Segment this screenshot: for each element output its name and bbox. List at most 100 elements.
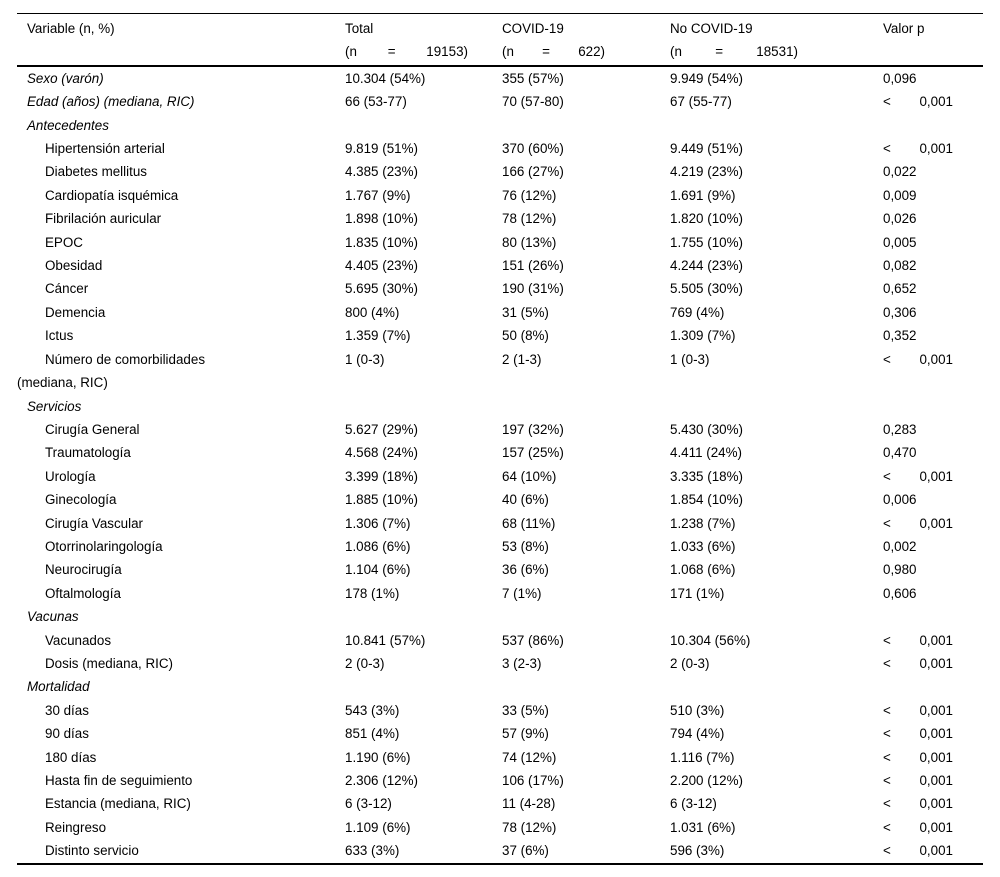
total-cell: 1.835 (10%) — [345, 234, 418, 250]
variable-cell: Estancia (mediana, RIC) — [17, 792, 345, 815]
covid-cell: 74 (12%) — [502, 749, 557, 765]
table-row: Estancia (mediana, RIC) 6 (3-12) 11 (4-2… — [17, 792, 983, 815]
table-row: 90 días 851 (4%) 57 (9%) 794 (4%) <0,001 — [17, 722, 983, 745]
total-cell: 4.385 (23%) — [345, 164, 418, 180]
total-cell: 2.306 (12%) — [345, 773, 418, 788]
p-less-than-value: <0,001 — [883, 722, 953, 745]
variable-cell: Urología — [17, 465, 345, 488]
total-cell: 543 (3%) — [345, 702, 400, 718]
table-row: Mortalidad — [17, 675, 983, 698]
p-less-than-value: <0,001 — [883, 629, 953, 652]
variable-label: Edad (años) (mediana, RIC) — [27, 94, 195, 110]
less-than-sign: < — [883, 94, 891, 110]
total-cell: 1.767 (9%) — [345, 187, 411, 203]
variable-cell: Sexo (varón) — [17, 67, 345, 90]
no-covid-cell: 1.755 (10%) — [670, 234, 743, 250]
p-value-cell: 0,005 — [883, 234, 917, 250]
p-value: 0,001 — [919, 94, 953, 110]
table-row: Distinto servicio 633 (3%) 37 (6%) 596 (… — [17, 839, 983, 862]
variable-label: Ictus — [45, 328, 74, 344]
total-cell: 633 (3%) — [345, 843, 400, 859]
table-header-row: Variable (n, %) Total (n = 19153) COVID-19… — [17, 14, 983, 67]
no-covid-cell: 2.200 (12%) — [670, 773, 743, 788]
no-covid-cell: 6 (3-12) — [670, 796, 717, 812]
p-value-cell: <0,001 — [883, 348, 983, 395]
covid-cell: 370 (60%) — [502, 141, 564, 157]
p-value-cell: <0,001 — [883, 722, 983, 745]
variable-label: Ginecología — [45, 492, 117, 508]
variable-label: 180 días — [45, 749, 97, 765]
p-value-cell: <0,001 — [883, 629, 983, 652]
p-value-cell: 0,306 — [883, 304, 917, 320]
variable-cell: Edad (años) (mediana, RIC) — [17, 90, 345, 113]
table-row: Servicios — [17, 395, 983, 418]
table-row: Cáncer 5.695 (30%) 190 (31%) 5.505 (30%)… — [17, 277, 983, 300]
variable-cell: 30 días — [17, 699, 345, 722]
no-covid-cell: 10.304 (56%) — [670, 632, 751, 648]
total-cell: 851 (4%) — [345, 726, 400, 742]
p-value-cell: <0,001 — [883, 90, 983, 113]
variable-cell: Ictus — [17, 324, 345, 347]
p-value-cell: <0,001 — [883, 137, 983, 160]
less-than-sign: < — [883, 351, 891, 367]
covid-cell: 57 (9%) — [502, 726, 549, 742]
less-than-sign: < — [883, 702, 891, 718]
variable-label: Otorrinolaringología — [45, 538, 163, 554]
variable-label: Vacunas — [27, 609, 79, 625]
table-row: Urología 3.399 (18%) 64 (10%) 3.335 (18%… — [17, 465, 983, 488]
total-cell: 5.695 (30%) — [345, 281, 418, 297]
p-value-cell: 0,096 — [883, 70, 917, 86]
table-row: Diabetes mellitus 4.385 (23%) 166 (27%) … — [17, 160, 983, 183]
variable-label: Sexo (varón) — [27, 70, 104, 86]
total-cell: 1.898 (10%) — [345, 211, 418, 227]
table-row: Reingreso 1.109 (6%) 78 (12%) 1.031 (6%)… — [17, 816, 983, 839]
p-value-cell: 0,980 — [883, 562, 917, 578]
total-cell: 3.399 (18%) — [345, 468, 418, 484]
covid-cell: 190 (31%) — [502, 281, 564, 297]
p-less-than-value: <0,001 — [883, 652, 953, 675]
total-header-n: (n = 19153) — [345, 40, 468, 63]
p-value-cell — [883, 114, 983, 137]
n-part: 622) — [578, 44, 605, 60]
statistics-table: Variable (n, %) Total (n = 19153) COVID-19… — [17, 13, 983, 865]
p-less-than-value: <0,001 — [883, 465, 953, 488]
variable-cell: Hipertensión arterial — [17, 137, 345, 160]
table-row: Sexo (varón) 10.304 (54%) 355 (57%) 9.94… — [17, 67, 983, 90]
variable-label: Oftalmología — [45, 585, 121, 601]
variable-label: Mortalidad — [27, 679, 90, 695]
total-cell: 6 (3-12) — [345, 796, 392, 812]
table-row: Dosis (mediana, RIC) 2 (0-3) 3 (2-3) 2 (… — [17, 652, 983, 675]
p-value-cell: 0,283 — [883, 421, 917, 437]
p-value: 0,001 — [919, 819, 953, 835]
less-than-sign: < — [883, 632, 891, 648]
table-row: Hipertensión arterial 9.819 (51%) 370 (6… — [17, 137, 983, 160]
total-cell: 2 (0-3) — [345, 655, 385, 671]
covid-cell: 78 (12%) — [502, 819, 557, 835]
table-row: Ginecología 1.885 (10%) 40 (6%) 1.854 (1… — [17, 488, 983, 511]
covid-header-label: COVID-19 — [502, 21, 564, 36]
p-value-cell: 0,022 — [883, 164, 917, 180]
variable-label: Urología — [45, 468, 96, 484]
no-covid-cell: 1.068 (6%) — [670, 562, 736, 578]
p-value-cell: 0,352 — [883, 328, 917, 344]
p-value: 0,001 — [919, 773, 953, 788]
no-covid-cell: 510 (3%) — [670, 702, 725, 718]
covid-cell — [502, 114, 670, 137]
variable-cell: Oftalmología — [17, 582, 345, 605]
no-covid-header-label: No COVID-19 — [670, 21, 753, 36]
total-cell: 10.841 (57%) — [345, 632, 426, 648]
covid-cell: 106 (17%) — [502, 773, 564, 788]
p-value: 0,001 — [919, 726, 953, 742]
table-row: Ictus 1.359 (7%) 50 (8%) 1.309 (7%) 0,35… — [17, 324, 983, 347]
covid-cell: 11 (4-28) — [502, 796, 556, 812]
no-covid-cell: 5.505 (30%) — [670, 281, 743, 297]
p-value-cell: 0,002 — [883, 538, 917, 554]
no-covid-cell: 1.854 (10%) — [670, 492, 743, 508]
variable-label: Número de comorbilidades — [45, 351, 206, 367]
p-value-cell: <0,001 — [883, 816, 983, 839]
no-covid-cell: 1.031 (6%) — [670, 819, 736, 835]
table-row: Otorrinolaringología 1.086 (6%) 53 (8%) … — [17, 535, 983, 558]
p-less-than-value: <0,001 — [883, 512, 953, 535]
p-less-than-value: <0,001 — [883, 348, 953, 371]
less-than-sign: < — [883, 773, 891, 788]
